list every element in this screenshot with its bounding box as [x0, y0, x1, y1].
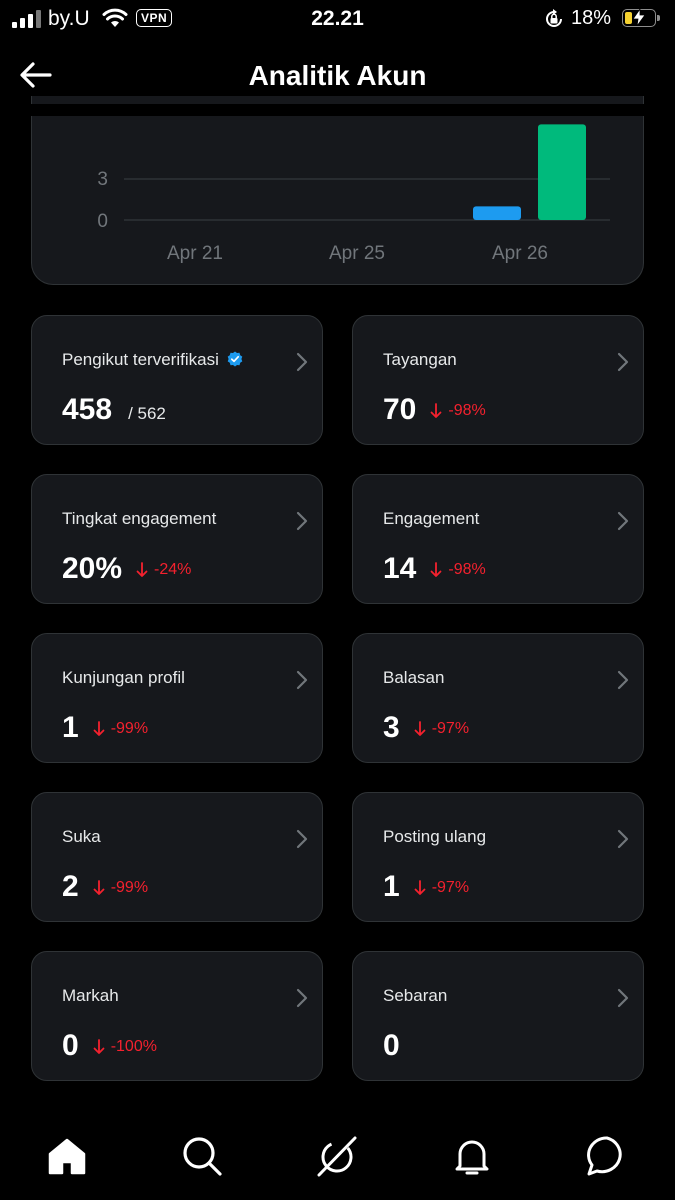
chevron-right-icon	[617, 988, 629, 1008]
metric-label: Tayangan	[383, 350, 457, 369]
arrow-down-icon	[414, 880, 426, 895]
arrow-down-icon	[136, 562, 148, 577]
metric-change: -24%	[136, 561, 191, 579]
back-arrow-icon[interactable]	[18, 60, 54, 90]
metric-total: / 562	[128, 404, 166, 423]
x-tick-label: Apr 25	[329, 243, 385, 264]
metric-change: -97%	[414, 879, 469, 897]
vpn-badge: VPN	[136, 9, 173, 27]
verified-badge-icon	[227, 351, 243, 367]
analytics-chart: 3 0 Apr 21 Apr 25 Apr 26	[31, 96, 644, 285]
battery-percent: 18%	[571, 7, 612, 29]
chevron-right-icon	[296, 511, 308, 531]
metric-card-profile-visits[interactable]: Kunjungan profil 1 -99%	[31, 633, 323, 763]
arrow-down-icon	[414, 721, 426, 736]
metric-change: -100%	[93, 1038, 157, 1056]
bottom-nav	[0, 1120, 675, 1200]
metric-label: Sebaran	[383, 986, 448, 1005]
metric-card-replies[interactable]: Balasan 3 -97%	[352, 633, 644, 763]
x-tick-label: Apr 26	[492, 243, 548, 264]
metric-label: Balasan	[383, 668, 445, 687]
metric-change: -99%	[93, 879, 148, 897]
bell-icon[interactable]	[450, 1134, 494, 1178]
y-tick-label: 0	[97, 211, 108, 232]
chevron-right-icon	[617, 511, 629, 531]
metric-label: Suka	[62, 827, 101, 846]
page-title: Analitik Akun	[248, 60, 427, 91]
metric-card-verified-followers[interactable]: Pengikut terverifikasi 458 / 562	[31, 315, 323, 445]
metric-label: Posting ulang	[383, 827, 487, 846]
metric-label: Kunjungan profil	[62, 668, 185, 687]
metric-value: 20%	[62, 552, 123, 585]
metric-label: Pengikut terverifikasi	[62, 350, 243, 370]
metric-value: 458	[62, 393, 113, 426]
metric-value: 0	[62, 1029, 79, 1062]
signal-icon	[12, 10, 42, 28]
chevron-right-icon	[296, 988, 308, 1008]
metric-card-reposts[interactable]: Posting ulang 1 -97%	[352, 792, 644, 922]
chevron-right-icon	[296, 829, 308, 849]
metric-value: 1	[383, 870, 400, 903]
metric-card-shares[interactable]: Sebaran 0	[352, 951, 644, 1081]
metric-card-engagement-rate[interactable]: Tingkat engagement 20% -24%	[31, 474, 323, 604]
chevron-right-icon	[296, 670, 308, 690]
grok-icon[interactable]	[315, 1134, 359, 1178]
metric-card-bookmarks[interactable]: Markah 0 -100%	[31, 951, 323, 1081]
wifi-icon	[102, 8, 128, 27]
metric-value: 14	[383, 552, 417, 585]
arrow-down-icon	[93, 880, 105, 895]
status-bar: by.U VPN 22.21 18%	[0, 0, 675, 38]
chevron-right-icon	[617, 670, 629, 690]
rotation-lock-icon	[546, 9, 562, 27]
chevron-right-icon	[296, 352, 308, 372]
carrier-name: by.U	[48, 7, 90, 30]
metric-card-engagements[interactable]: Engagement 14 -98%	[352, 474, 644, 604]
y-tick-label: 3	[97, 169, 108, 190]
metric-value: 2	[62, 870, 79, 903]
metric-value: 1	[62, 711, 79, 744]
metric-value: 3	[383, 711, 400, 744]
metric-change: -98%	[430, 402, 486, 420]
chart-bar	[473, 206, 521, 220]
metric-card-likes[interactable]: Suka 2 -99%	[31, 792, 323, 922]
metric-label: Markah	[62, 986, 119, 1005]
arrow-down-icon	[430, 403, 442, 418]
metric-change: -99%	[93, 720, 148, 738]
metric-value: 70	[383, 393, 417, 426]
status-time: 22.21	[311, 7, 364, 30]
metric-change: -97%	[414, 720, 469, 738]
x-tick-label: Apr 21	[167, 243, 223, 264]
arrow-down-icon	[93, 721, 105, 736]
metric-label: Tingkat engagement	[62, 509, 217, 528]
chevron-right-icon	[617, 829, 629, 849]
chart-bar	[538, 124, 586, 220]
metric-change: -98%	[430, 561, 486, 579]
metric-value: 0	[383, 1029, 400, 1062]
arrow-down-icon	[430, 562, 442, 577]
metric-card-impressions[interactable]: Tayangan 70 -98%	[352, 315, 644, 445]
arrow-down-icon	[93, 1039, 105, 1054]
page-header: Analitik Akun	[0, 48, 675, 104]
home-icon[interactable]	[45, 1134, 89, 1178]
metric-label: Engagement	[383, 509, 480, 528]
chevron-right-icon	[617, 352, 629, 372]
message-icon[interactable]	[585, 1134, 629, 1178]
battery-charging-icon	[622, 9, 660, 27]
search-icon[interactable]	[180, 1134, 224, 1178]
